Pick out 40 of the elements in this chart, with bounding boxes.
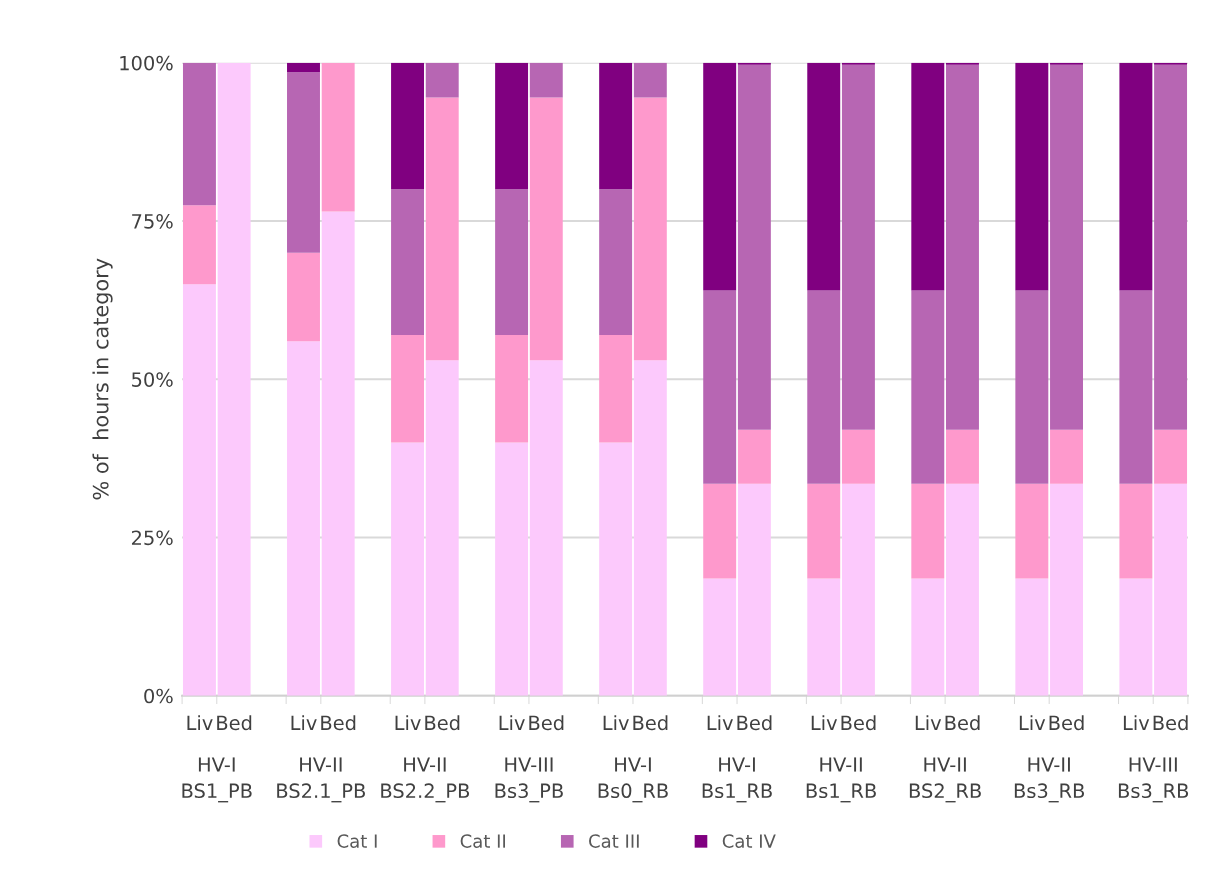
y-tick-label: 25% <box>131 530 173 546</box>
y-tick-label: 75% <box>132 213 173 229</box>
x-tick-label: Bed <box>737 715 772 731</box>
y-tick-label: 0% <box>144 688 173 704</box>
x-tick-label: Bed <box>1049 715 1084 731</box>
x-tick-label: Bed <box>217 715 252 731</box>
text: HV-II Bs1_RB <box>806 757 876 803</box>
legend-label: Cat II <box>460 834 505 848</box>
x-tick-label: Liv <box>707 715 733 730</box>
x-tick-label: Liv <box>915 715 942 730</box>
legend-label: Cat III <box>589 834 639 848</box>
x-tick-label: Bed <box>945 715 980 731</box>
x-tick-label: Liv <box>395 715 421 730</box>
x-tick-label: Bed <box>1153 715 1188 731</box>
x-tick-label: Liv <box>811 715 838 730</box>
x-tick-label: Liv <box>1123 715 1150 730</box>
text: HV-I Bs0_RB <box>598 757 668 803</box>
text: HV-III Bs3_RB <box>1118 757 1189 803</box>
text: HV-II BS2_RB <box>909 757 981 803</box>
y-tick-label: 50% <box>132 372 173 387</box>
x-tick-label: Bed <box>425 715 460 731</box>
text: HV-III Bs3_PB <box>495 757 563 803</box>
x-tick-label: Liv <box>603 715 629 730</box>
x-tick-label: Liv <box>187 715 213 730</box>
legend-label: Cat IV <box>722 834 776 848</box>
text: HV-II Bs3_RB <box>1014 757 1085 803</box>
x-tick-label: Bed <box>529 715 564 731</box>
text: HV-I Bs1_RB <box>702 757 772 803</box>
text: HV-I BS1_PB <box>182 757 252 803</box>
y-axis-title: % of hours in category <box>92 258 113 500</box>
text: HV-II BS2.2_PB <box>381 757 470 803</box>
x-tick-label: Bed <box>841 715 876 731</box>
text: HV-II BS2.1_PB <box>277 757 365 803</box>
x-tick-label: Liv <box>499 715 525 730</box>
x-tick-label: Liv <box>1019 715 1046 730</box>
legend-label: Cat I <box>337 834 377 848</box>
y-tick-label: 100% <box>120 55 173 71</box>
x-tick-label: Liv <box>291 715 317 730</box>
x-tick-label: Bed <box>321 715 356 731</box>
x-tick-label: Bed <box>633 715 668 731</box>
